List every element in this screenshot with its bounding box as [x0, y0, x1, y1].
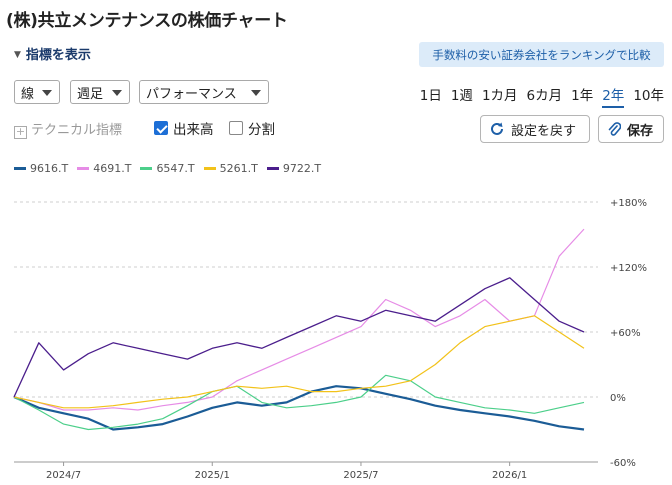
y-tick-label: +120%: [610, 263, 647, 274]
period-tab-10y[interactable]: 10年: [633, 88, 664, 104]
volume-checkbox[interactable]: 出来高: [154, 118, 214, 138]
line-type-select[interactable]: 線: [14, 80, 60, 104]
legend-swatch: [77, 167, 90, 170]
series-line-4691-T: [13, 228, 585, 411]
mode-value: パフォーマンス: [146, 86, 237, 102]
x-tick-label: 2024/7: [46, 470, 81, 481]
caret-down-icon: [42, 90, 52, 96]
paperclip-icon: [608, 122, 621, 136]
period-tabs: 1日 1週 1カ月 6カ月 1年 2年 10年: [420, 84, 664, 108]
checkbox-checked-icon: [154, 121, 168, 135]
period-tab-1m[interactable]: 1カ月: [481, 88, 518, 104]
save-label: 保存: [627, 123, 654, 139]
y-tick-label: +60%: [610, 328, 641, 339]
volume-label: 出来高: [173, 122, 214, 138]
plus-icon: +: [14, 125, 27, 139]
legend-swatch: [203, 167, 216, 170]
split-checkbox[interactable]: 分割: [229, 118, 275, 138]
legend-item[interactable]: 5261.T: [203, 162, 258, 175]
triangle-down-icon: ▼: [14, 50, 21, 60]
period-tab-1y[interactable]: 1年: [571, 88, 594, 104]
legend-swatch: [140, 167, 153, 170]
save-button[interactable]: 保存: [598, 115, 664, 143]
legend-label: 9722.T: [282, 162, 322, 175]
legend-item[interactable]: 4691.T: [77, 162, 131, 175]
line-type-value: 線: [21, 86, 35, 102]
period-tab-2y[interactable]: 2年: [602, 84, 625, 108]
page-title: (株)共立メンテナンスの株価チャート: [6, 11, 288, 31]
caret-down-icon: [251, 90, 261, 96]
reset-settings-button[interactable]: 設定を戻す: [480, 115, 590, 143]
technical-indicator-button[interactable]: + テクニカル指標: [14, 119, 122, 139]
legend-swatch: [266, 167, 279, 170]
interval-select[interactable]: 週足: [70, 80, 130, 104]
x-tick-label: 2026/1: [492, 470, 527, 481]
period-tab-1d[interactable]: 1日: [419, 88, 442, 104]
series-line-5261-T: [13, 315, 585, 409]
performance-chart: +180% +120% +60% 0% -60% 2024/7 2025/1 2025/7 20…: [13, 198, 647, 481]
checkbox-empty-icon: [229, 121, 243, 135]
split-label: 分割: [248, 122, 275, 138]
indicator-toggle-label: 指標を表示: [25, 48, 91, 63]
chart-legend: 9616.T 4691.T 6547.T 5261.T 9722.T: [14, 162, 321, 175]
reset-settings-label: 設定を戻す: [511, 123, 577, 139]
period-tab-1w[interactable]: 1週: [450, 88, 473, 104]
legend-label: 4691.T: [93, 162, 132, 175]
series-line-9722-T: [13, 277, 585, 398]
mode-select[interactable]: パフォーマンス: [139, 80, 269, 104]
y-tick-label: -60%: [610, 458, 636, 469]
indicator-toggle[interactable]: ▼ 指標を表示: [14, 44, 91, 63]
refresh-icon: [491, 122, 503, 135]
legend-label: 6547.T: [156, 162, 195, 175]
technical-indicator-label: テクニカル指標: [31, 123, 123, 138]
caret-down-icon: [112, 90, 122, 96]
legend-label: 5261.T: [219, 162, 258, 175]
broker-ranking-link[interactable]: 手数料の安い証券会社をランキングで比較: [419, 42, 664, 67]
legend-item[interactable]: 9616.T: [14, 162, 68, 175]
legend-swatch: [14, 167, 26, 170]
period-tab-6m[interactable]: 6カ月: [526, 88, 563, 104]
interval-value: 週足: [77, 86, 104, 102]
x-tick-label: 2025/1: [195, 470, 230, 481]
y-tick-label: +180%: [610, 198, 647, 209]
y-tick-label: 0%: [610, 393, 626, 404]
legend-item[interactable]: 6547.T: [140, 162, 195, 175]
x-tick-label: 2025/7: [343, 470, 378, 481]
legend-item[interactable]: 9722.T: [266, 162, 322, 175]
legend-label: 9616.T: [30, 162, 69, 175]
series-line-9616-T: [13, 385, 585, 431]
series-line-6547-T: [13, 374, 585, 431]
